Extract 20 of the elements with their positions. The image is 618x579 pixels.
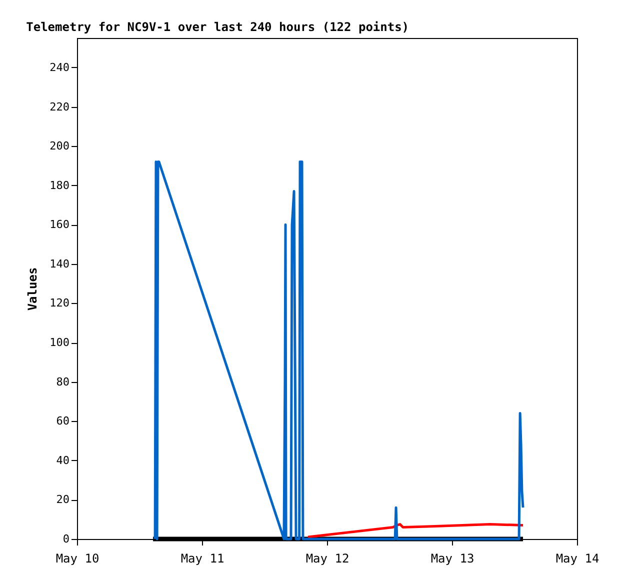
y-tick-label: 200: [50, 140, 70, 153]
y-tick-label: 60: [56, 414, 70, 428]
y-tick-label: 160: [50, 218, 70, 232]
chart-title: Telemetry for NC9V-1 over last 240 hours (122 points): [26, 20, 410, 34]
y-tick-label: 20: [56, 493, 70, 506]
y-tick-label: 120: [50, 296, 70, 310]
y-tick-label: 0: [62, 532, 70, 546]
y-tick-label: 40: [56, 454, 70, 467]
y-axis-title: Values: [26, 267, 40, 311]
x-tick-label: May 10: [56, 552, 100, 566]
x-tick-label: May 12: [306, 552, 350, 566]
x-tick-label: May 14: [556, 552, 600, 566]
y-tick-label: 140: [50, 257, 70, 270]
y-tick-label: 100: [50, 336, 70, 350]
y-tick-label: 180: [50, 178, 70, 192]
x-tick-label: May 11: [180, 552, 224, 566]
y-tick-label: 80: [56, 375, 70, 388]
x-tick-label: May 13: [430, 552, 474, 566]
y-tick-label: 240: [50, 60, 70, 74]
y-tick-label: 220: [50, 100, 70, 114]
